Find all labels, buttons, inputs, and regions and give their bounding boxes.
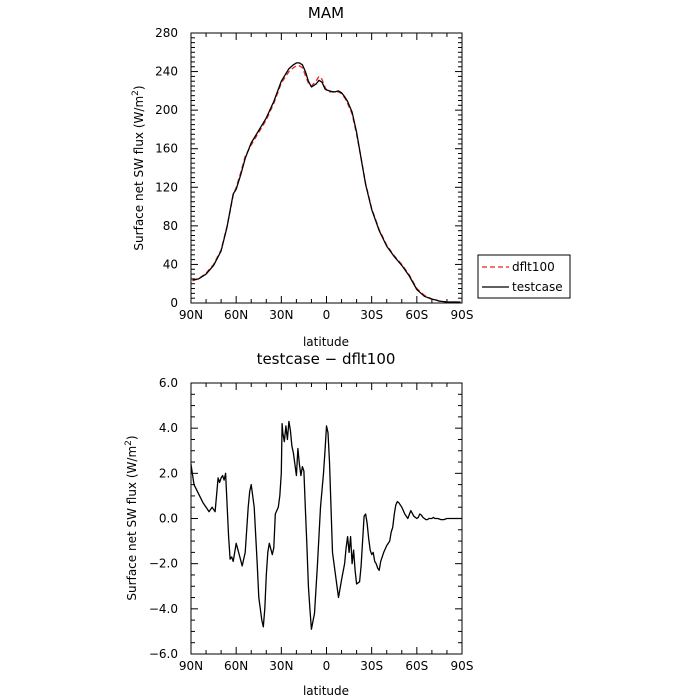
top-y-axis-label: Surface net SW flux (W/m2) [131, 85, 146, 250]
bottom-ytick-label: 6.0 [159, 376, 178, 390]
bottom-xtick-label: 60N [224, 659, 248, 673]
top-ytick-label: 80 [163, 219, 178, 233]
bottom-y-axis-label: Surface net SW flux (W/m2) [124, 435, 139, 600]
top-ytick-label: 280 [155, 26, 178, 40]
bottom-series-line-series-0 [190, 420, 462, 630]
top-ytick-label: 160 [155, 142, 178, 156]
legend: dflt100 testcase [477, 254, 571, 299]
top-xtick-label: 30S [360, 308, 383, 322]
bottom-plot-frame [190, 382, 463, 655]
top-ytick-label: 120 [155, 180, 178, 194]
top-ytick-label: 40 [163, 257, 178, 271]
bottom-xtick-label: 90N [179, 659, 203, 673]
top-ytick-label: 200 [155, 103, 178, 117]
top-ytick-label: 0 [170, 296, 178, 310]
bottom-axis-ticks: 90N 60N 30N 0 30S 60S 90S −6.0 −4.0 −2.0 0.0 2.0 4.0… [149, 376, 474, 673]
bottom-ytick-label: 2.0 [159, 466, 178, 480]
top-xtick-label: 0 [323, 308, 331, 322]
bottom-ytick-label: 4.0 [159, 421, 178, 435]
top-panel: MAM 90N 60N 30N 0 30S 60S 90S 0 40 80 120 160 200 240… [131, 4, 571, 349]
legend-label-dflt100: dflt100 [512, 260, 555, 274]
legend-label-testcase: testcase [512, 280, 563, 294]
bottom-x-axis-label: latitude [303, 684, 349, 698]
bottom-xtick-label: 30N [269, 659, 293, 673]
top-xtick-label: 60N [224, 308, 248, 322]
legend-box [477, 254, 571, 299]
top-series-line-testcase [192, 62, 461, 303]
bottom-chart-title: testcase − dflt100 [257, 350, 396, 368]
top-chart-title: MAM [308, 4, 344, 22]
bottom-ytick-label: −6.0 [149, 647, 178, 661]
bottom-ytick-label: 0.0 [159, 512, 178, 526]
bottom-xtick-label: 30S [360, 659, 383, 673]
bottom-xtick-label: 60S [405, 659, 428, 673]
top-xtick-label: 60S [405, 308, 428, 322]
top-xtick-label: 30N [269, 308, 293, 322]
top-axis-ticks: 90N 60N 30N 0 30S 60S 90S 0 40 80 120 160 200 240 280 [155, 26, 473, 322]
top-series [192, 62, 461, 303]
top-ytick-label: 240 [155, 65, 178, 79]
top-xtick-label: 90N [179, 308, 203, 322]
bottom-ytick-label: −2.0 [149, 557, 178, 571]
top-xtick-label: 90S [451, 308, 474, 322]
top-x-axis-label: latitude [303, 335, 349, 349]
top-series-line-dflt100 [192, 65, 461, 303]
top-plot-frame [190, 32, 463, 304]
bottom-series [190, 420, 462, 630]
bottom-xtick-label: 0 [323, 659, 331, 673]
bottom-xtick-label: 90S [451, 659, 474, 673]
bottom-ytick-label: −4.0 [149, 602, 178, 616]
bottom-panel: testcase − dflt100 90N 60N 30N 0 30S 60S 90S −6… [124, 350, 473, 698]
